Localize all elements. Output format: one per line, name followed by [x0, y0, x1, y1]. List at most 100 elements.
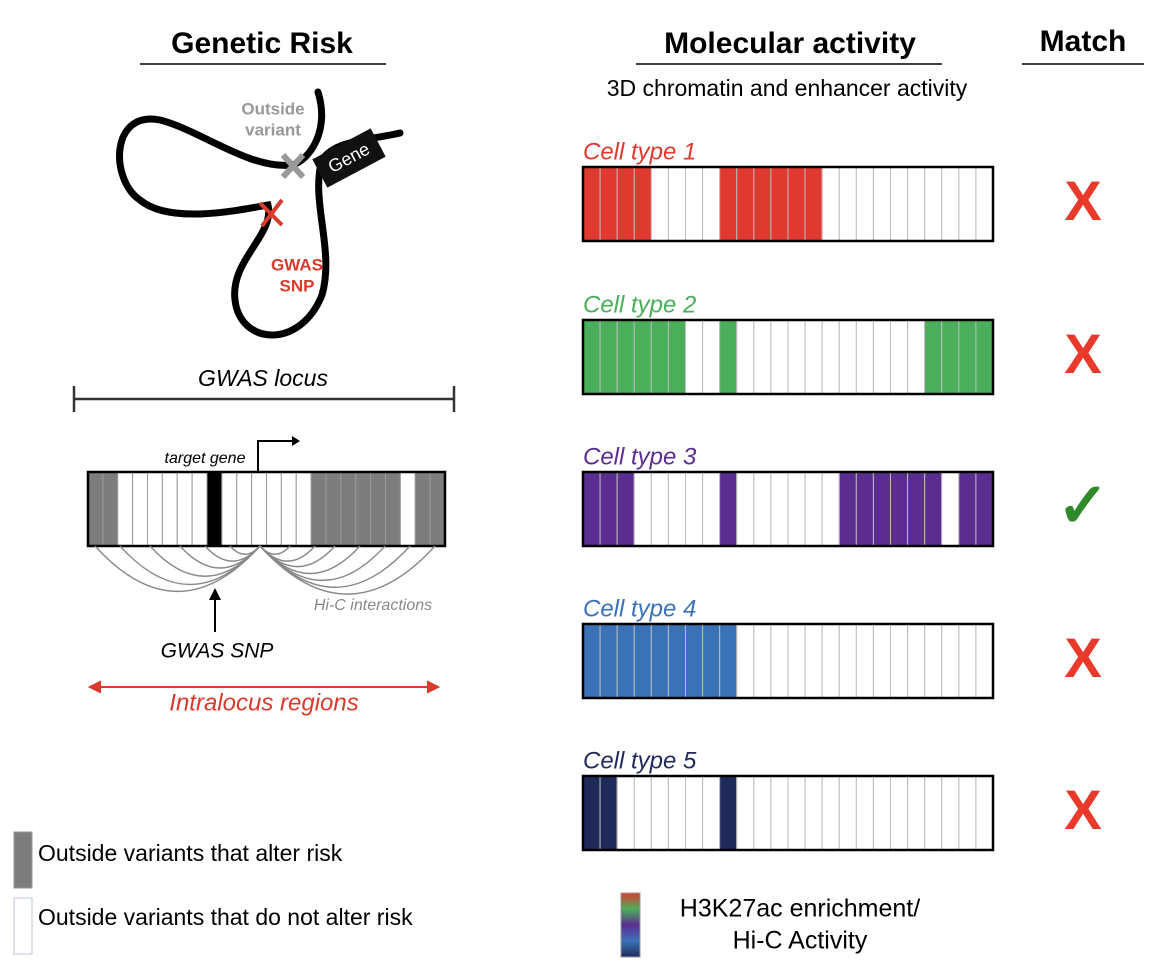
segment	[941, 623, 960, 699]
segment	[719, 471, 738, 547]
segment	[804, 623, 823, 699]
segment	[872, 775, 892, 851]
target-gene-label: target gene	[165, 450, 246, 467]
segment	[719, 623, 738, 699]
segment	[429, 471, 446, 547]
segment	[855, 623, 874, 699]
segment	[872, 623, 892, 699]
segment	[924, 166, 943, 242]
left-title: Genetic Risk	[171, 27, 353, 60]
segment	[650, 166, 669, 242]
segment	[890, 319, 909, 395]
segment	[736, 623, 755, 699]
segment	[582, 166, 601, 242]
segment	[804, 775, 823, 851]
segment	[633, 623, 652, 699]
match-title: Match	[1040, 25, 1127, 58]
gwas-snp-mark	[258, 198, 284, 228]
segment	[719, 319, 738, 395]
segment	[890, 471, 909, 547]
segment	[890, 166, 909, 242]
intralocus-label: Intralocus regions	[169, 689, 358, 716]
segment	[787, 166, 806, 242]
segment	[582, 319, 601, 395]
gwas-snp-text: GWAS SNP	[161, 640, 274, 663]
chromatin-loop	[116, 88, 404, 339]
segment	[685, 623, 704, 699]
segment	[667, 319, 687, 395]
segment	[685, 471, 704, 547]
segment	[582, 623, 601, 699]
segment	[280, 471, 297, 547]
segment	[633, 471, 652, 547]
segment	[941, 319, 960, 395]
segment	[838, 471, 857, 547]
segment	[770, 166, 789, 242]
segment	[855, 166, 874, 242]
segment	[958, 775, 977, 851]
segment	[804, 319, 823, 395]
segment	[838, 623, 857, 699]
track-border	[581, 774, 995, 852]
gwas-snp-label: SNP	[280, 276, 315, 295]
segment	[907, 166, 926, 242]
segment	[266, 471, 282, 547]
segment	[191, 471, 208, 547]
segment	[770, 775, 789, 851]
segment	[719, 166, 738, 242]
segment	[958, 319, 977, 395]
legend-text: Outside variants that alter risk	[38, 840, 343, 866]
segment	[702, 471, 721, 547]
legend-swatch	[13, 897, 33, 955]
segment	[702, 623, 721, 699]
tss-arrow	[257, 440, 294, 472]
segment	[787, 319, 806, 395]
legend-text: H3K27ac enrichment/	[680, 895, 920, 923]
segment	[770, 623, 789, 699]
segment	[385, 471, 401, 547]
segment	[770, 471, 789, 547]
segment	[117, 471, 134, 547]
segment	[616, 166, 635, 242]
intralocus-arrow	[87, 680, 441, 694]
segment	[667, 775, 687, 851]
cell-label: Cell type 1	[583, 138, 696, 165]
segment	[582, 775, 601, 851]
segment	[958, 166, 977, 242]
segment	[616, 471, 635, 547]
segment	[650, 623, 669, 699]
segment	[787, 623, 806, 699]
segment	[702, 319, 721, 395]
segment	[685, 775, 704, 851]
segment	[838, 775, 857, 851]
locus-label: GWAS locus	[198, 365, 328, 391]
segment	[132, 471, 148, 547]
segment	[975, 471, 994, 547]
segment	[355, 471, 372, 547]
segment	[599, 166, 618, 242]
legend-text: Hi-C Activity	[733, 927, 868, 955]
segment	[582, 471, 601, 547]
segment	[838, 166, 857, 242]
legend-gradient	[620, 892, 641, 958]
legend-text: Outside variants that do not alter risk	[38, 904, 413, 930]
segment	[599, 623, 618, 699]
segment	[633, 166, 652, 242]
segment	[821, 623, 840, 699]
segment	[685, 166, 704, 242]
segment	[890, 623, 909, 699]
segment	[87, 471, 104, 547]
segment	[753, 775, 772, 851]
segment	[890, 775, 909, 851]
segment	[907, 775, 926, 851]
cell-label: Cell type 3	[583, 443, 697, 470]
track-border	[581, 165, 995, 243]
segment	[975, 623, 994, 699]
segment	[753, 166, 772, 242]
match-mark: X	[1064, 778, 1101, 841]
segment	[667, 471, 687, 547]
segment	[855, 775, 874, 851]
segment	[221, 471, 238, 547]
segment	[236, 471, 253, 547]
segment	[176, 471, 193, 547]
